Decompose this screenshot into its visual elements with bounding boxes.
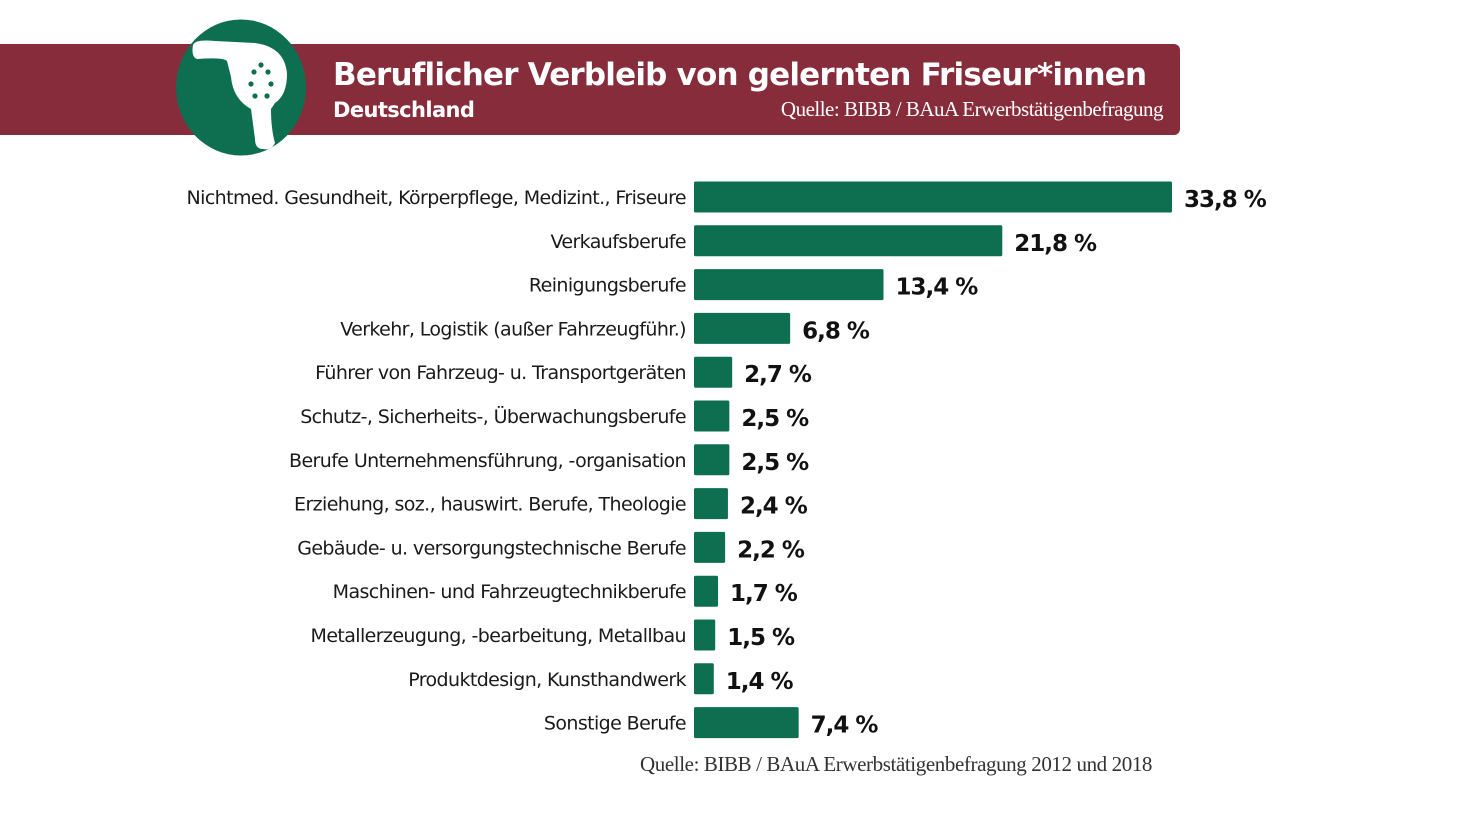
value-label: 2,5 % — [741, 406, 809, 432]
value-label: 2,7 % — [744, 362, 812, 388]
bar — [694, 575, 719, 607]
bar — [694, 312, 791, 344]
category-label: Maschinen- und Fahrzeugtechnikberufe — [333, 581, 686, 603]
value-label: 1,5 % — [727, 625, 795, 651]
category-label: Berufe Unternehmensführung, -organisatio… — [289, 450, 686, 472]
category-label: Verkaufsberufe — [550, 231, 686, 253]
value-label: 1,4 % — [726, 669, 794, 695]
bar — [694, 225, 1003, 257]
category-label: Führer von Fahrzeug- u. Transportgeräten — [315, 362, 686, 384]
bar — [694, 531, 726, 563]
source-header: Quelle: BIBB / BAuA Erwerbstätigenbefrag… — [780, 97, 1164, 121]
value-label: 13,4 % — [896, 275, 979, 301]
category-label: Produktdesign, Kunsthandwerk — [408, 669, 686, 691]
value-label: 2,4 % — [740, 494, 808, 520]
value-label: 2,5 % — [741, 450, 809, 476]
bar — [694, 619, 716, 651]
chart-title: Beruflicher Verbleib von gelernten Frise… — [333, 57, 1147, 93]
value-label: 1,7 % — [730, 581, 798, 607]
bar — [694, 444, 730, 476]
bar — [694, 707, 799, 739]
dryer-dots — [248, 62, 274, 99]
hair-dryer-shape — [192, 40, 287, 150]
category-label: Sonstige Berufe — [544, 713, 686, 735]
bar — [694, 488, 728, 520]
category-label: Gebäude- u. versorgungstechnische Berufe — [297, 537, 686, 559]
chart-subtitle: Deutschland — [333, 98, 475, 122]
category-label: Metallerzeugung, -bearbeitung, Metallbau — [311, 625, 686, 647]
value-label: 7,4 % — [811, 713, 879, 739]
value-label: 21,8 % — [1014, 231, 1097, 257]
category-label: Reinigungsberufe — [529, 275, 686, 297]
category-label: Nichtmed. Gesundheit, Körperpflege, Medi… — [187, 187, 686, 209]
bar — [694, 269, 884, 301]
bar — [694, 663, 714, 695]
bar — [694, 400, 730, 432]
source-footer: Quelle: BIBB / BAuA Erwerbstätigenbefrag… — [640, 752, 1153, 776]
category-label: Verkehr, Logistik (außer Fahrzeugführ.) — [340, 318, 686, 340]
value-label: 2,2 % — [737, 537, 805, 563]
hair-dryer-icon — [176, 19, 306, 156]
bar — [694, 181, 1172, 213]
value-label: 33,8 % — [1184, 187, 1267, 213]
value-label: 6,8 % — [802, 318, 870, 344]
category-label: Erziehung, soz., hauswirt. Berufe, Theol… — [294, 494, 686, 516]
bar-chart: Nichtmed. Gesundheit, Körperpflege, Medi… — [187, 181, 1268, 739]
bar — [694, 356, 733, 388]
category-label: Schutz-, Sicherheits-, Überwachungsberuf… — [300, 405, 686, 428]
